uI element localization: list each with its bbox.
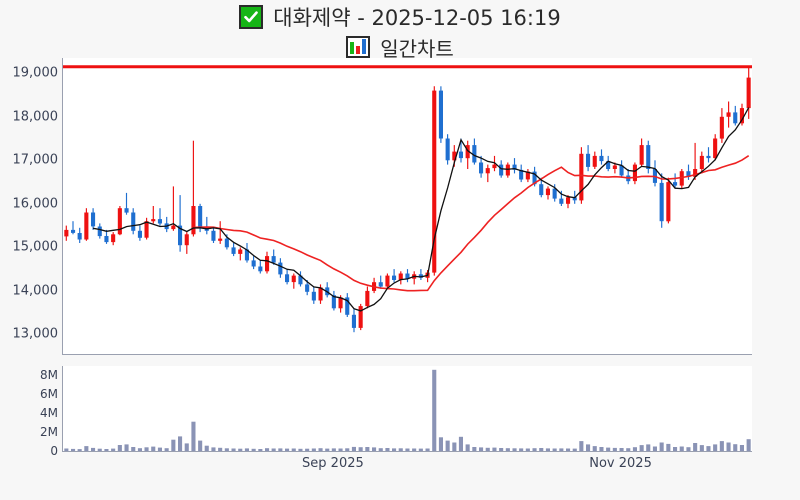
title-row: 대화제약 - 2025-12-05 16:19 — [0, 2, 800, 32]
chart-header: 대화제약 - 2025-12-05 16:19 일간차트 — [0, 0, 800, 64]
page-title: 대화제약 - 2025-12-05 16:19 — [273, 6, 561, 30]
price-tick: 19,000 — [12, 65, 59, 81]
price-tick: 17,000 — [12, 152, 59, 168]
volume-tick: 2M — [40, 425, 58, 440]
price-tick: 13,000 — [12, 326, 59, 342]
date-tick: Nov 2025 — [589, 456, 652, 471]
price-chart-panel[interactable] — [62, 58, 752, 355]
date-tick: Sep 2025 — [302, 456, 364, 471]
volume-tick: 8M — [40, 368, 58, 383]
subtitle-row: 일간차트 — [0, 32, 800, 62]
price-candles — [63, 65, 752, 333]
volume-tick: 0 — [50, 444, 58, 458]
volume-tick: 6M — [40, 387, 58, 402]
chart-type-label: 일간차트 — [380, 36, 454, 61]
bar-chart-icon — [346, 36, 371, 58]
price-axis: 19,000 18,000 17,000 16,000 15,000 14,000 13,0… — [0, 58, 59, 355]
green-check-icon — [239, 5, 264, 29]
price-tick: 14,000 — [12, 283, 59, 299]
price-tick: 18,000 — [12, 109, 59, 125]
volume-axis: 8M 6M 4M 2M 0 — [0, 366, 58, 458]
price-tick: 15,000 — [12, 239, 59, 255]
price-tick: 16,000 — [12, 196, 59, 212]
volume-bars — [64, 369, 751, 451]
volume-tick: 4M — [40, 406, 58, 421]
volume-chart-panel[interactable] — [62, 366, 752, 452]
